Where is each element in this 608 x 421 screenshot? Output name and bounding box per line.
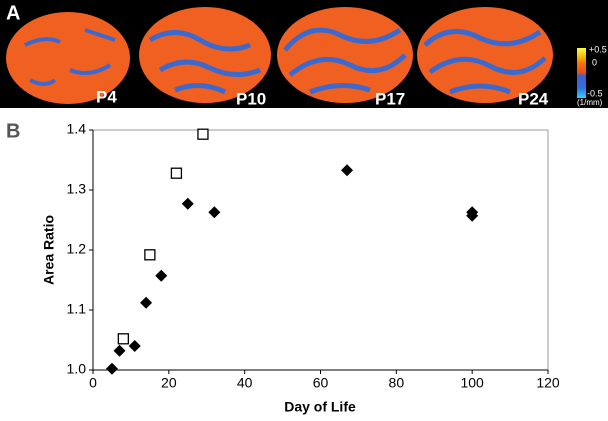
image-label: P4 [96,87,117,106]
colorbar-unit: (1/mm) [577,98,603,107]
colorbar-label: +0.5 [589,44,607,54]
image-label: P17 [375,89,405,108]
brain-images [6,7,553,104]
point [208,206,221,219]
colorbar-label: -0.5 [587,88,603,98]
point [105,362,118,375]
x-tick-label: 60 [313,375,329,391]
colorbar-label: 0 [592,57,597,67]
y-tick-label: 1.3 [67,181,87,197]
panel-label: A [6,2,20,24]
brain [277,7,413,103]
point [113,344,126,357]
point [128,340,141,352]
y-tick-label: 1.2 [67,241,87,257]
x-tick-label: 40 [237,375,253,391]
x-axis-title: Day of Life [284,399,356,415]
colorbar [577,48,586,98]
point [197,128,209,140]
x-tick-label: 80 [389,375,405,391]
brain [6,12,130,104]
y-tick-label: 1.4 [67,121,87,137]
point [144,249,156,261]
x-tick-label: 120 [536,375,560,391]
image-label: P24 [518,89,549,108]
y-axis-title: Area Ratio [41,215,57,285]
point [117,333,129,345]
point [466,209,479,222]
x-tick-label: 0 [89,375,97,391]
image-label: P10 [236,89,266,108]
brain [139,7,271,103]
x-tick-label: 20 [161,375,177,391]
x-tick-label: 100 [460,375,484,391]
y-tick-label: 1.1 [67,301,87,317]
brain [417,7,553,103]
point [170,167,183,179]
point [341,164,354,177]
y-tick-label: 1.0 [67,361,87,377]
point [155,269,168,282]
panel-label: B [6,120,20,142]
point [140,296,153,309]
point [181,197,194,210]
